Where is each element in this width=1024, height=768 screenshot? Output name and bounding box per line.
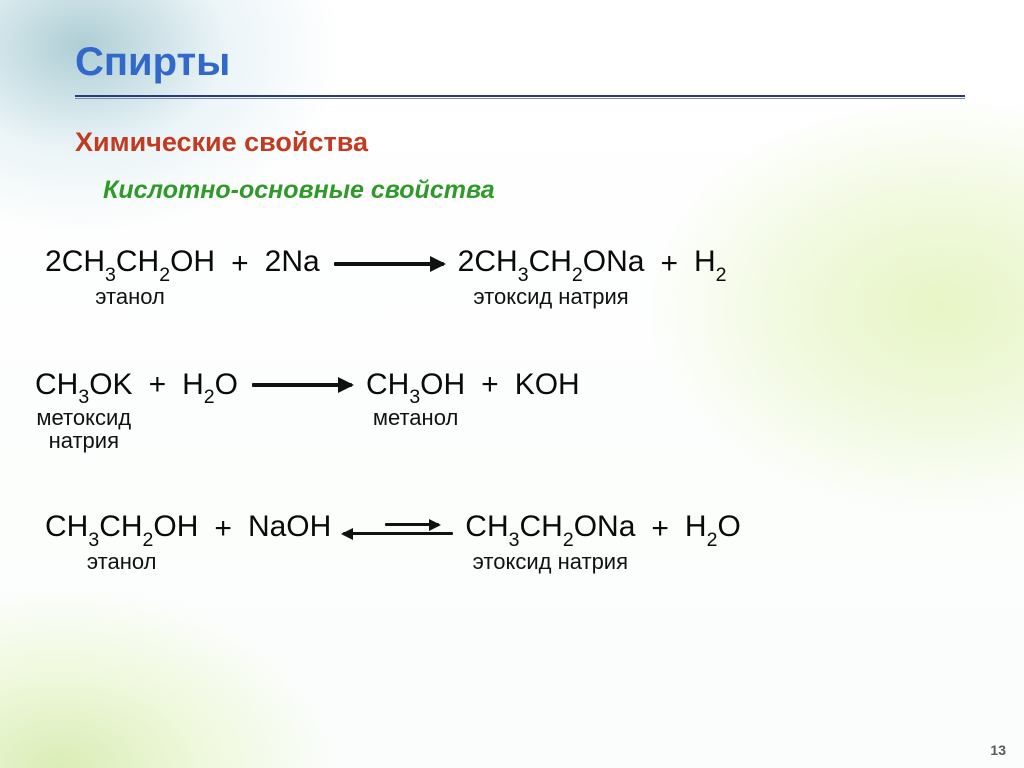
rxn1-reactant-1: 2CH3CH2OH этанол	[45, 245, 215, 310]
part: CH	[465, 510, 508, 543]
part: OH	[153, 510, 198, 543]
formula: H2O	[685, 510, 741, 545]
rxn1-product-1: 2CH3CH2ONa этоксид натрия	[458, 245, 645, 310]
arrow-reverse-icon	[343, 532, 453, 535]
formula: CH3CH2OH	[45, 510, 198, 545]
rxn3-product-2: H2O	[685, 510, 741, 575]
arrow-icon	[334, 262, 444, 266]
part: Na	[281, 245, 319, 278]
part: H	[182, 368, 204, 401]
compound-label	[289, 284, 295, 310]
section-heading: Химические свойства	[75, 127, 964, 158]
title-underline	[75, 95, 965, 99]
formula: 2CH3CH2ONa	[458, 245, 645, 280]
part: ONa	[574, 510, 636, 543]
formula: CH3CH2ONa	[465, 510, 635, 545]
rxn1-reactant-2: 2Na	[265, 245, 320, 310]
compound-label: метоксид натрия	[36, 406, 131, 452]
part: OK	[89, 368, 132, 401]
arrow-icon	[252, 383, 352, 387]
page-number: 13	[990, 742, 1006, 758]
label-line: метоксид	[36, 405, 131, 430]
plus-icon: +	[465, 368, 515, 452]
coef: 2	[458, 245, 475, 278]
compound-label: этанол	[87, 549, 157, 575]
reaction-arrow	[238, 383, 366, 437]
coef: 2	[45, 245, 62, 278]
reactions-block: 2CH3CH2OH этанол + 2Na 2CH3CH2ONa этокси…	[45, 245, 964, 575]
part: KOH	[515, 368, 580, 401]
part: CH	[366, 368, 409, 401]
sub: 2	[716, 264, 727, 286]
reaction-arrow	[320, 262, 458, 292]
formula: H2	[694, 245, 727, 280]
rxn1-product-2: H2	[694, 245, 727, 310]
part: CH	[62, 245, 105, 278]
part: CH	[474, 245, 517, 278]
compound-label	[710, 549, 716, 575]
label-line: метанол	[373, 405, 458, 430]
part: CH	[116, 245, 159, 278]
plus-icon: +	[215, 247, 265, 307]
rxn2-reactant-2: H2O	[182, 368, 238, 453]
rxn2-product-2: KOH	[515, 368, 580, 453]
compound-label	[707, 284, 713, 310]
coef: 2	[265, 245, 282, 278]
slide: Спирты Химические свойства Кислотно-осно…	[0, 0, 1024, 768]
part: CH	[99, 510, 142, 543]
label-line: натрия	[49, 428, 119, 453]
reaction-1: 2CH3CH2OH этанол + 2Na 2CH3CH2ONa этокси…	[45, 245, 964, 310]
rxn2-product-1: CH3OH метанол	[366, 368, 465, 453]
rxn2-reactant-1: CH3OK метоксид натрия	[35, 368, 133, 453]
formula: H2O	[182, 368, 238, 403]
part: CH	[529, 245, 572, 278]
compound-label: метанол	[373, 406, 458, 452]
formula: KOH	[515, 368, 580, 403]
part: OH	[420, 368, 465, 401]
formula: 2CH3CH2OH	[45, 245, 215, 280]
part: CH	[520, 510, 563, 543]
formula: CH3OK	[35, 368, 133, 403]
compound-label	[287, 549, 293, 575]
rxn3-reactant-2: NaOH	[248, 510, 331, 575]
plus-icon: +	[133, 368, 183, 452]
reaction-2: CH3OK метоксид натрия + H2O CH3OH	[35, 368, 964, 453]
part: OH	[170, 245, 215, 278]
part: NaOH	[248, 510, 331, 543]
slide-title: Спирты	[75, 40, 964, 85]
formula: NaOH	[248, 510, 331, 545]
part: CH	[35, 368, 78, 401]
arrow-forward-icon	[385, 523, 439, 526]
equilibrium-arrow	[331, 523, 465, 561]
formula: CH3OH	[366, 368, 465, 403]
reaction-3: CH3CH2OH этанол + NaOH CH3CH2ONa этоксид…	[45, 510, 964, 575]
part: O	[717, 510, 740, 543]
compound-label: этанол	[95, 284, 165, 310]
part: CH	[45, 510, 88, 543]
rxn3-product-1: CH3CH2ONa этоксид натрия	[465, 510, 635, 575]
formula: 2Na	[265, 245, 320, 280]
plus-icon: +	[198, 512, 248, 572]
plus-icon: +	[644, 247, 694, 307]
compound-label: этоксид натрия	[473, 549, 628, 575]
part: ONa	[583, 245, 645, 278]
part: O	[215, 368, 238, 401]
part: H	[685, 510, 707, 543]
subsection-heading: Кислотно-основные свойства	[103, 176, 964, 205]
plus-icon: +	[635, 512, 685, 572]
compound-label	[544, 406, 550, 452]
rxn3-reactant-1: CH3CH2OH этанол	[45, 510, 198, 575]
compound-label	[207, 406, 213, 452]
part: H	[694, 245, 716, 278]
compound-label: этоксид натрия	[473, 284, 628, 310]
